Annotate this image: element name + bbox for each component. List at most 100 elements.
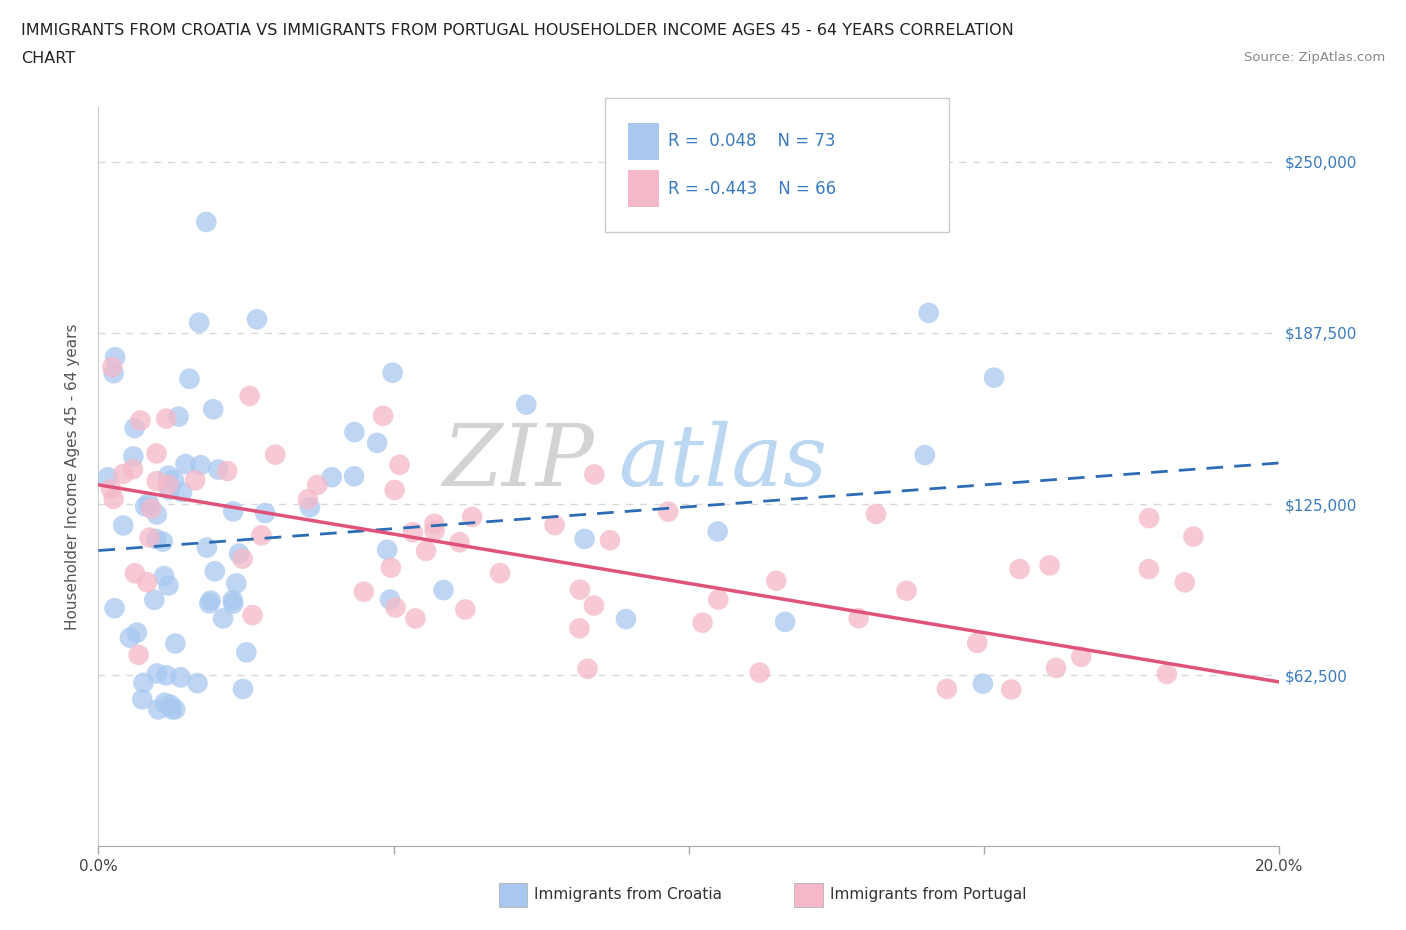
Point [543,518,565,533]
Point [297,492,319,507]
Point [388,458,411,472]
Point [138,496,160,511]
Text: R =  0.048    N = 73: R = 0.048 N = 73 [668,132,835,151]
Point [125,625,148,640]
Point [378,592,401,607]
Point [104,350,127,365]
Point [250,528,273,543]
Point [765,573,787,588]
Point [574,531,596,546]
Point [134,499,156,514]
Point [461,510,484,525]
Point [1182,529,1205,544]
Point [145,532,167,547]
Point [132,675,155,690]
Point [145,446,167,461]
Point [129,413,152,428]
Point [128,647,150,662]
Point [1174,575,1197,590]
Point [384,600,406,615]
Point [264,447,287,462]
Point [222,504,245,519]
Point [152,534,174,549]
Point [380,560,402,575]
Point [692,616,714,631]
Point [1000,682,1022,697]
Point [298,499,321,514]
Point [423,524,446,538]
Point [423,516,446,531]
Point [97,470,120,485]
Point [918,305,941,320]
Point [848,611,870,626]
Point [235,644,257,659]
Point [170,485,193,499]
Point [983,370,1005,385]
Point [706,524,728,538]
Point [1070,649,1092,664]
Point [568,582,591,597]
Point [159,698,181,712]
Point [454,602,477,617]
Point [167,409,190,424]
Point [228,546,250,561]
Point [202,402,225,417]
Text: Source: ZipAtlas.com: Source: ZipAtlas.com [1244,51,1385,64]
Point [865,507,887,522]
Point [222,596,245,611]
Point [307,477,329,492]
Point [138,530,160,545]
Point [343,469,366,484]
Point [232,682,254,697]
Point [188,315,211,330]
Point [1045,660,1067,675]
Point [353,584,375,599]
Point [165,636,187,651]
Point [614,612,637,627]
Point [174,457,197,472]
Point [972,676,994,691]
Point [1137,562,1160,577]
Point [404,611,426,626]
Point [375,542,398,557]
Point [239,389,262,404]
Point [112,518,135,533]
Point [415,543,437,558]
Point [207,462,229,477]
Point [157,483,180,498]
Point [583,467,606,482]
Point [124,566,146,581]
Point [148,702,170,717]
Text: ZIP: ZIP [443,420,595,503]
Point [402,525,425,539]
Point [246,312,269,326]
Point [966,635,988,650]
Point [489,565,512,580]
Point [366,435,388,450]
Point [165,702,187,717]
Point [217,463,239,478]
Point [204,564,226,578]
Point [748,665,770,680]
Point [160,702,183,717]
Text: R = -0.443    N = 66: R = -0.443 N = 66 [668,179,837,198]
Point [155,411,177,426]
Point [195,215,218,230]
Point [157,477,180,492]
Point [157,578,180,593]
Point [707,592,730,607]
Point [124,420,146,435]
Point [190,458,212,472]
Point [153,696,176,711]
Point [103,365,125,380]
Point [186,676,208,691]
Point [582,598,605,613]
Point [773,615,796,630]
Point [449,535,471,550]
Point [198,596,221,611]
Point [136,575,159,590]
Text: Immigrants from Croatia: Immigrants from Croatia [534,887,723,902]
Point [212,611,235,626]
Point [131,692,153,707]
Point [103,491,125,506]
